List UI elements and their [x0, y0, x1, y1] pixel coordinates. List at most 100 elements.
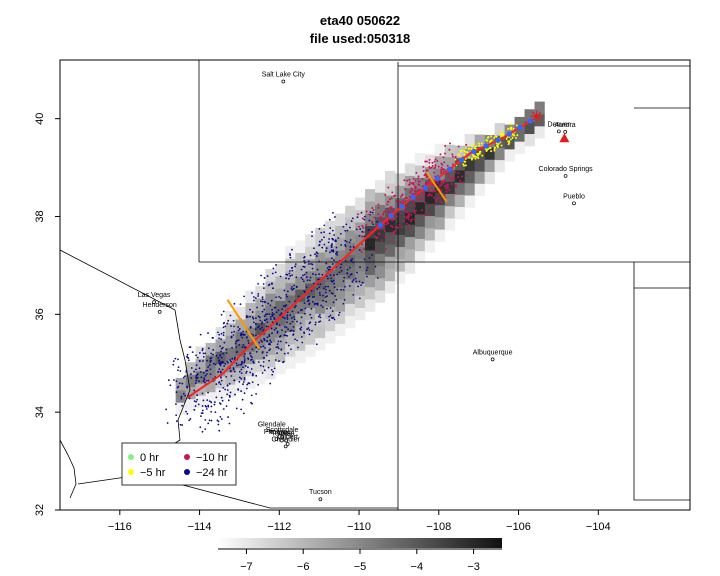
particle-24hr	[229, 359, 232, 361]
footprint-cell	[335, 250, 346, 263]
particle-5hr	[460, 149, 463, 152]
particle-10hr	[455, 184, 458, 187]
footprint-cell	[335, 311, 346, 324]
particle-10hr	[430, 194, 433, 197]
footprint-cell	[384, 256, 396, 269]
particle-24hr	[355, 280, 358, 283]
particle-24hr	[166, 422, 169, 424]
particle-24hr	[257, 383, 260, 386]
footprint-cell	[375, 265, 386, 279]
footprint-cell	[384, 195, 396, 208]
particle-10hr	[428, 165, 431, 168]
particle-10hr	[419, 188, 422, 191]
particle-24hr	[329, 266, 332, 268]
footprint-cell	[355, 197, 366, 211]
particle-10hr	[406, 215, 409, 218]
particle-24hr	[303, 260, 306, 262]
particle-24hr	[363, 218, 366, 221]
particle-24hr	[300, 335, 303, 338]
footprint-cell	[414, 226, 426, 239]
particle-24hr	[235, 346, 237, 348]
footprint-cell	[355, 295, 366, 308]
particle-10hr	[465, 143, 468, 146]
particle-24hr	[289, 254, 291, 257]
particle-24hr	[286, 273, 289, 276]
particle-5hr	[495, 142, 498, 145]
particle-24hr	[333, 286, 336, 289]
particle-24hr	[177, 369, 179, 372]
particle-10hr	[454, 185, 457, 188]
particle-24hr	[181, 424, 184, 426]
particle-24hr	[219, 361, 222, 364]
footprint-cell	[275, 263, 286, 277]
footprint-cell	[315, 301, 326, 314]
particle-24hr	[271, 312, 274, 314]
footprint-cell	[345, 205, 356, 219]
particle-24hr	[277, 347, 280, 350]
particle-24hr	[209, 373, 212, 376]
particle-24hr	[286, 314, 289, 317]
particle-24hr	[268, 313, 271, 316]
particle-5hr	[500, 144, 503, 147]
particle-24hr	[235, 407, 238, 410]
particle-24hr	[327, 277, 329, 280]
particle-24hr	[372, 223, 375, 226]
footprint-cell	[454, 157, 466, 171]
particle-5hr	[513, 134, 516, 137]
particle-10hr	[440, 170, 443, 173]
particle-24hr	[195, 400, 198, 403]
particle-24hr	[290, 329, 293, 332]
particle-10hr	[417, 199, 420, 202]
particle-24hr	[269, 339, 272, 342]
particle-24hr	[291, 269, 294, 272]
particle-24hr	[371, 211, 374, 214]
particle-24hr	[222, 334, 225, 337]
particle-24hr	[259, 328, 262, 330]
footprint-cell	[335, 323, 346, 337]
particle-24hr	[218, 333, 221, 336]
particle-24hr	[270, 369, 273, 371]
particle-24hr	[242, 344, 245, 346]
particle-24hr	[336, 253, 339, 256]
footprint-cell	[295, 252, 306, 266]
particle-24hr	[356, 271, 358, 274]
particle-24hr	[331, 310, 334, 313]
particle-24hr	[272, 287, 274, 290]
particle-24hr	[260, 339, 262, 342]
particle-10hr	[387, 211, 390, 214]
particle-24hr	[352, 261, 355, 264]
footprint-cell	[315, 325, 326, 339]
particle-24hr	[224, 325, 227, 328]
footprint-cell	[464, 158, 475, 172]
particle-24hr	[242, 381, 245, 383]
particle-24hr	[275, 346, 278, 349]
particle-24hr	[243, 361, 246, 364]
particle-24hr	[186, 412, 189, 415]
hourly-position-dot	[446, 166, 453, 172]
particle-5hr	[471, 145, 474, 148]
footprint-cell	[185, 386, 196, 400]
particle-24hr	[255, 392, 258, 395]
particle-24hr	[263, 339, 266, 342]
particle-10hr	[446, 164, 449, 167]
footprint-cell	[225, 384, 236, 397]
particle-24hr	[318, 260, 321, 263]
particle-24hr	[190, 373, 192, 375]
particle-24hr	[250, 368, 253, 370]
particle-24hr	[252, 334, 255, 336]
footprint-cell	[394, 246, 406, 260]
particle-24hr	[306, 279, 309, 282]
particle-10hr	[448, 148, 451, 151]
particle-10hr	[394, 229, 397, 232]
particle-24hr	[325, 300, 328, 303]
particle-10hr	[408, 212, 411, 215]
particle-10hr	[434, 189, 437, 192]
particle-24hr	[185, 370, 188, 373]
particle-24hr	[213, 401, 216, 403]
particle-24hr	[363, 215, 366, 218]
particle-5hr	[471, 153, 474, 156]
particle-24hr	[279, 340, 282, 343]
footprint-cell	[365, 213, 376, 227]
city-label: Denver	[548, 121, 571, 128]
footprint-cell	[384, 244, 396, 257]
